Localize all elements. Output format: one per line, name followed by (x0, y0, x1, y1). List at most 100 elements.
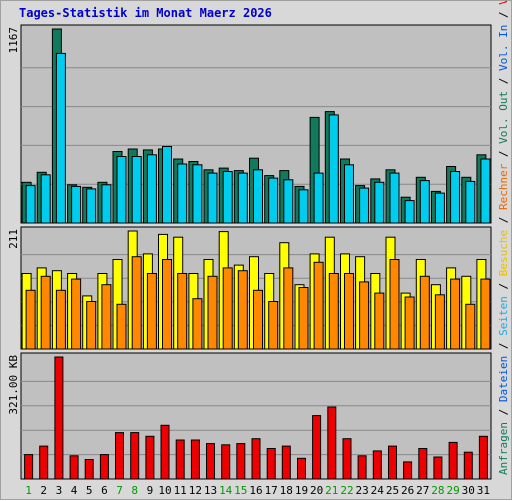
bar-besuche-day-13 (207, 275, 218, 350)
bar-volumen-day-2 (39, 445, 49, 480)
x-tick-label-day-9: 9 (147, 484, 154, 497)
bar-volumen-day-27 (418, 448, 428, 480)
bar-volumen-day-4 (69, 455, 79, 480)
bar-besuche-day-16 (253, 289, 263, 350)
tick-label-top: 1167 (7, 27, 20, 54)
bar-besuche-day-4 (71, 278, 82, 350)
x-tick-label-day-27: 27 (416, 484, 429, 497)
bar-besuche-day-30 (465, 303, 476, 350)
bar-volumen-day-23 (357, 455, 367, 480)
bar-volumen-day-25 (388, 445, 397, 480)
right-legend: Anfragen / Dateien / Seiten / Besuche / … (497, 1, 510, 475)
bar-volumen-day-17 (266, 448, 276, 480)
bar-dateien-day-22 (344, 164, 354, 224)
bar-besuche-day-8 (131, 256, 142, 350)
series-besuche (25, 256, 491, 350)
bar-volumen-day-18 (281, 445, 291, 480)
bar-besuche-day-31 (480, 278, 491, 350)
bar-volumen-day-29 (448, 441, 458, 480)
chart-title: Tages-Statistik im Monat Maerz 2026 (19, 6, 272, 20)
bar-volumen-day-26 (403, 461, 413, 480)
bar-besuche-day-26 (404, 296, 415, 350)
bar-besuche-day-17 (268, 301, 279, 350)
bar-besuche-day-19 (298, 287, 309, 350)
legend-segment-4: Seiten (497, 296, 510, 336)
legend-segment-8: Rechner (497, 163, 510, 210)
bar-dateien-day-15 (237, 172, 248, 224)
bar-dateien-day-6 (101, 184, 112, 224)
bar-besuche-day-5 (86, 301, 97, 350)
bar-dateien-day-18 (283, 179, 294, 224)
x-tick-label-day-20: 20 (310, 484, 323, 497)
bar-besuche-day-3 (55, 289, 66, 350)
bar-volumen-day-11 (175, 439, 185, 480)
legend-segment-7: / (497, 210, 510, 230)
x-tick-label-day-7: 7 (116, 484, 123, 497)
bar-besuche-day-21 (328, 273, 339, 350)
bar-dateien-day-14 (222, 171, 233, 224)
bar-dateien-day-25 (389, 172, 400, 224)
bar-volumen-day-16 (251, 438, 261, 480)
bar-besuche-day-9 (146, 273, 157, 350)
x-tick-label-day-30: 30 (462, 484, 475, 497)
x-tick-label-day-18: 18 (280, 484, 293, 497)
bar-dateien-day-11 (177, 163, 188, 224)
bar-volumen-day-14 (221, 444, 231, 480)
bar-dateien-day-10 (162, 146, 172, 224)
x-tick-label-day-13: 13 (204, 484, 217, 497)
x-tick-label-day-16: 16 (249, 484, 262, 497)
bar-volumen-day-9 (145, 435, 155, 480)
x-tick-label-day-24: 24 (371, 484, 385, 497)
bar-dateien-day-17 (268, 177, 279, 224)
bar-volumen-day-24 (372, 450, 382, 480)
bar-volumen-day-6 (99, 454, 109, 480)
x-tick-label-day-5: 5 (86, 484, 93, 497)
x-tick-label-day-29: 29 (446, 484, 459, 497)
legend-segment-1: / (497, 402, 510, 422)
bar-dateien-day-28 (434, 192, 445, 224)
bar-volumen-day-1 (24, 454, 34, 480)
bar-volumen-day-13 (206, 443, 215, 480)
bar-dateien-day-20 (313, 172, 324, 224)
legend-segment-14: Volumen (497, 1, 510, 5)
legend-segment-10: Vol. Out (497, 91, 510, 144)
x-tick-label-day-23: 23 (355, 484, 368, 497)
x-tick-label-day-28: 28 (431, 484, 444, 497)
x-tick-label-day-26: 26 (401, 484, 414, 497)
bar-besuche-day-29 (450, 278, 461, 350)
x-tick-label-day-3: 3 (56, 484, 63, 497)
bar-volumen-day-7 (115, 432, 124, 480)
bar-dateien-day-7 (116, 156, 127, 224)
bar-dateien-day-19 (298, 189, 309, 224)
legend-segment-0: Anfragen (497, 422, 510, 475)
series-dateien (25, 52, 491, 224)
x-tick-label-day-6: 6 (101, 484, 108, 497)
bar-dateien-day-9 (146, 154, 157, 224)
bar-dateien-day-2 (40, 174, 51, 224)
bar-besuche-day-25 (389, 259, 400, 350)
bar-besuche-day-20 (313, 261, 324, 350)
bar-dateien-day-1 (25, 185, 36, 224)
bar-dateien-day-23 (359, 187, 370, 224)
bar-volumen-day-19 (297, 457, 306, 480)
legend-segment-2: Dateien (497, 356, 510, 402)
bar-volumen-day-5 (84, 459, 94, 480)
x-tick-label-day-1: 1 (25, 484, 32, 497)
bar-besuche-day-2 (40, 275, 51, 350)
x-tick-label-day-12: 12 (189, 484, 202, 497)
bar-dateien-day-13 (207, 172, 218, 224)
bar-besuche-day-1 (25, 289, 36, 350)
bar-dateien-day-30 (465, 180, 476, 224)
panel-top: 1167 (7, 24, 492, 224)
bar-dateien-day-16 (253, 169, 263, 224)
bar-dateien-day-21 (328, 114, 339, 224)
bar-volumen-day-31 (478, 435, 488, 480)
x-tick-label-day-19: 19 (295, 484, 308, 497)
x-tick-label-day-31: 31 (477, 484, 490, 497)
bar-volumen-day-8 (130, 432, 140, 480)
x-tick-label-day-21: 21 (325, 484, 338, 497)
bar-besuche-day-22 (344, 273, 354, 350)
x-tick-label-day-14: 14 (219, 484, 233, 497)
